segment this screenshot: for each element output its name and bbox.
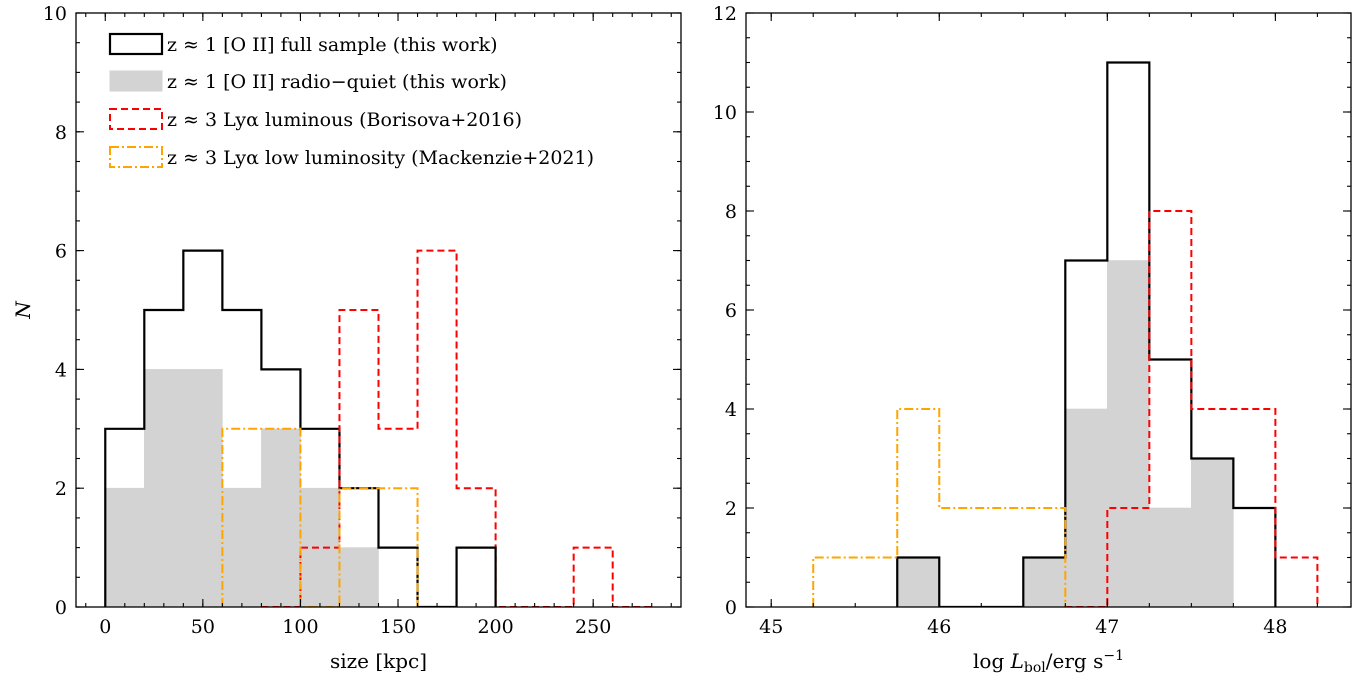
right-ytick-label: 6	[725, 300, 737, 322]
right-bar-s1-b4	[1065, 408, 1108, 607]
left-yaxis-label: N	[11, 300, 35, 320]
legend-swatch-2	[109, 108, 163, 130]
left-ytick-label: 0	[55, 597, 67, 619]
right-bar-s1-b7	[1191, 458, 1234, 607]
left-ytick-label: 6	[55, 241, 67, 263]
legend-swatch-1	[109, 70, 163, 92]
left-panel: 0 50 100 150 200 250 0 2 4 6 8 10 size [kpc] Nz ≈ 1 […	[11, 3, 682, 673]
right-ytick-label: 10	[713, 102, 737, 124]
left-xtick-label: 100	[282, 616, 318, 638]
left-bar-s1-b6	[339, 547, 379, 607]
legend: z ≈ 1 [O II] full sample (this work) z ≈ …	[108, 32, 594, 169]
left-bar-s1-b0	[104, 487, 145, 607]
right-series-3-outline	[812, 408, 1067, 607]
left-xtick-label: 150	[380, 616, 416, 638]
right-ytick-label: 8	[725, 201, 737, 223]
right-series-2-outline	[1065, 210, 1319, 607]
left-ytick-label: 2	[55, 478, 67, 500]
left-xtick-label: 50	[191, 616, 215, 638]
left-bar-s1-b1	[144, 369, 184, 607]
right-series-0-outline	[896, 61, 1277, 607]
right-xtick-label: 47	[1095, 616, 1119, 638]
right-bar-s1-b3	[1022, 557, 1066, 607]
left-ytick-label: 10	[43, 3, 67, 25]
right-xtick-label: 45	[759, 616, 783, 638]
left-series-4-outline	[417, 546, 497, 607]
legend-swatch-0	[108, 32, 164, 56]
right-ytick-label: 4	[725, 399, 737, 421]
left-bar-s1-b2	[183, 369, 223, 607]
right-tick-marks	[746, 12, 1351, 608]
left-xtick-label: 250	[575, 616, 611, 638]
legend-label-3: z ≈ 3 Lyα low luminosity (Mackenzie+2021…	[167, 147, 594, 169]
right-bar-s1-b5	[1107, 260, 1150, 607]
right-ytick-label: 0	[725, 597, 737, 619]
left-xtick-label: 0	[99, 616, 111, 638]
left-xtick-label: 200	[477, 616, 513, 638]
left-tick-marks	[76, 12, 681, 608]
left-bar-s1-b4	[261, 428, 301, 607]
legend-label-2: z ≈ 3 Lyα luminous (Borisova+2016)	[167, 109, 522, 131]
right-plot-area	[812, 61, 1319, 607]
left-ytick-label: 4	[55, 359, 67, 381]
right-bar-s1-b0	[896, 557, 940, 607]
left-ytick-label: 8	[55, 122, 67, 144]
left-series-0-outline	[104, 249, 419, 607]
right-ytick-label: 2	[725, 498, 737, 520]
right-bar-s1-b6	[1149, 507, 1192, 607]
right-xaxis-label: log Lbol/erg s−1	[973, 648, 1124, 676]
right-ytick-label: 12	[713, 3, 737, 25]
legend-label-0: z ≈ 1 [O II] full sample (this work)	[167, 34, 498, 56]
right-xtick-label: 48	[1263, 616, 1287, 638]
legend-swatch-3	[109, 146, 163, 168]
right-axes-frame	[745, 12, 1352, 608]
right-xtick-label: 46	[927, 616, 951, 638]
left-series-3-outline	[221, 427, 497, 607]
left-plot-area	[104, 249, 652, 607]
legend-label-1: z ≈ 1 [O II] radio−quiet (this work)	[167, 71, 507, 93]
left-xaxis-label: size [kpc]	[330, 649, 427, 673]
left-bar-s1-b3	[222, 487, 262, 607]
